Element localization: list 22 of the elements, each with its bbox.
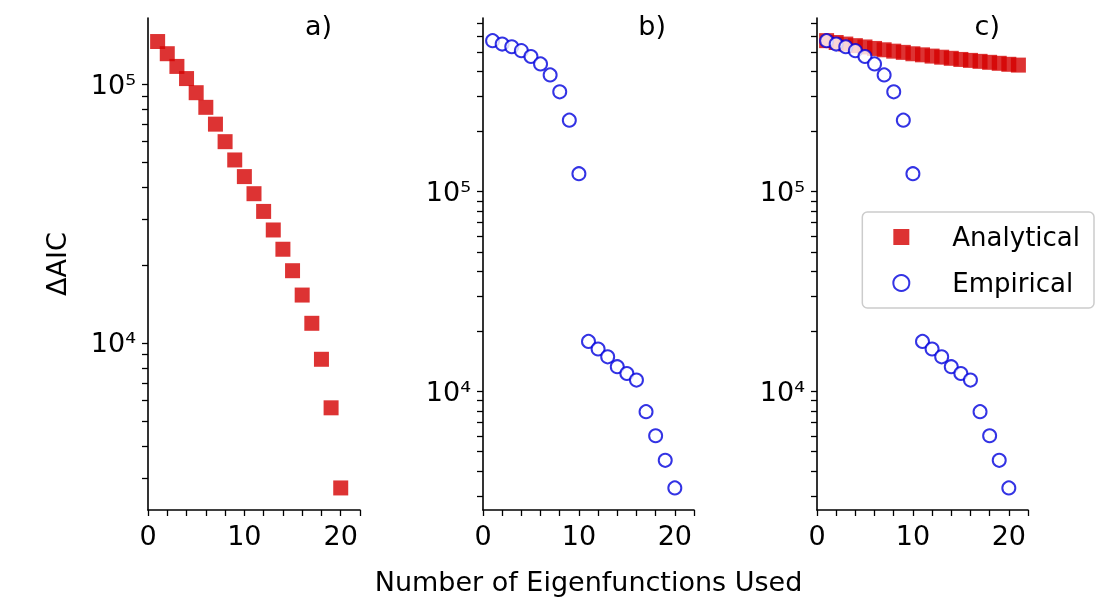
x-tick-label: 0 bbox=[808, 520, 826, 551]
x-tick-label: 20 bbox=[657, 520, 692, 551]
y-tick-label: 10⁴ bbox=[425, 375, 471, 407]
y-tick-label: 10⁵ bbox=[425, 176, 471, 208]
x-tick-label: 20 bbox=[323, 520, 358, 551]
legend-label: Analytical bbox=[952, 222, 1081, 252]
y-tick-label: 10⁴ bbox=[90, 327, 136, 359]
x-tick-label: 0 bbox=[474, 520, 492, 551]
annotation: b) bbox=[638, 10, 667, 41]
y-axis-title: ΔAIC bbox=[41, 232, 72, 296]
y-tick-label: 10⁵ bbox=[759, 176, 805, 208]
x-tick-label: 10 bbox=[561, 520, 597, 551]
x-tick-label: 0 bbox=[139, 520, 157, 551]
annotation: a) bbox=[304, 10, 333, 41]
x-axis-title: Number of Eigenfunctions Used bbox=[374, 566, 803, 597]
annotation: c) bbox=[974, 10, 1001, 41]
legend-label: Empirical bbox=[952, 268, 1074, 298]
y-tick-label: 10⁵ bbox=[90, 68, 136, 100]
y-tick-label: 10⁴ bbox=[759, 375, 805, 407]
x-tick-label: 20 bbox=[991, 520, 1026, 551]
x-tick-label: 10 bbox=[895, 520, 931, 551]
x-tick-label: 10 bbox=[227, 520, 262, 551]
